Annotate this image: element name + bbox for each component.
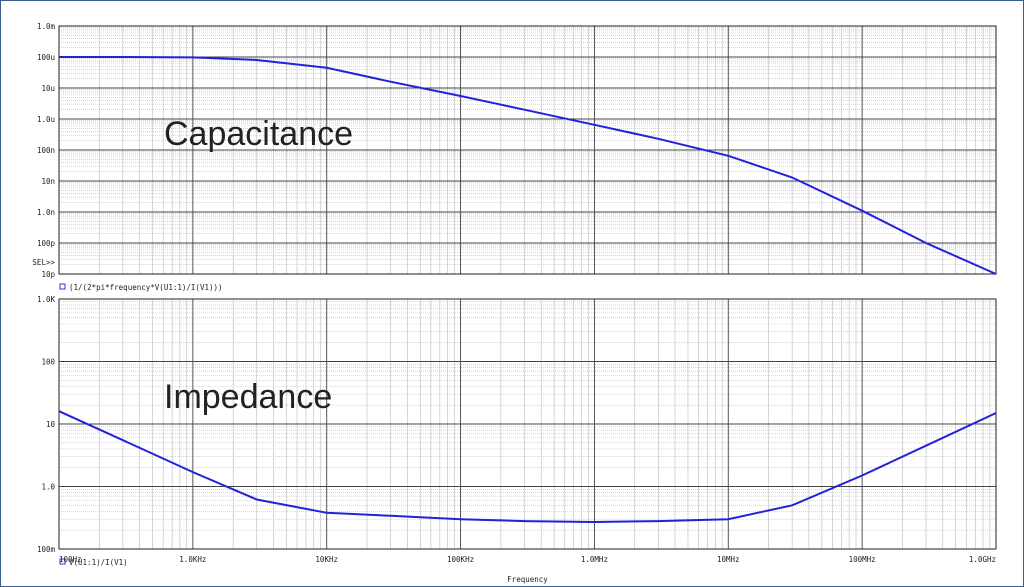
x-tick-label: 100MHz [849,555,876,564]
impedance-y-tick-label: 100 [41,358,55,367]
impedance-legend-swatch [59,558,66,565]
x-tick-label: 100KHz [447,555,474,564]
impedance-y-tick-label: 1.0K [37,295,56,304]
impedance-legend-label: V(U1:1)/I(V1) [69,558,128,567]
capacitance-plot-frame [58,25,997,275]
capacitance-y-tick-label: 10p [41,270,55,279]
capacitance-y-tick-label: 100p [37,239,56,248]
capacitance-title: Capacitance [164,115,353,153]
capacitance-y-tick-label: 1.0n [37,208,55,217]
impedance-series-line [58,410,997,524]
x-tick-label: 1.0GHz [969,555,996,564]
capacitance-legend-swatch [59,283,66,290]
x-tick-label: 10KHz [315,555,338,564]
sel-marker-text: SEL>> [32,258,55,267]
x-tick-label: 10MHz [717,555,740,564]
impedance-plot-frame [58,298,997,550]
x-tick-label: 100Hz [59,555,82,564]
capacitance-legend-label: (1/(2*pi*frequency*V(U1:1)/I(V1))) [69,283,223,292]
x-tick-label: 1.0KHz [179,555,206,564]
impedance-y-tick-label: 10 [46,420,56,429]
capacitance-y-tick-label: 1.0m [37,22,56,31]
capacitance-y-tick-label: 10u [41,84,55,93]
x-axis-label: Frequency [507,575,548,584]
x-tick-label: 1.0MHz [581,555,608,564]
capacitance-y-tick-label: 100u [37,53,55,62]
impedance-y-tick-label: 1.0 [41,483,55,492]
impedance-y-tick-label: 100m [37,545,56,554]
impedance-title: Impedance [164,378,332,416]
capacitance-y-tick-label: 1.0u [37,115,55,124]
capacitance-y-tick-label: 10n [41,177,55,186]
capacitance-series-line [59,56,997,275]
capacitance-y-tick-label: 100n [37,146,55,155]
